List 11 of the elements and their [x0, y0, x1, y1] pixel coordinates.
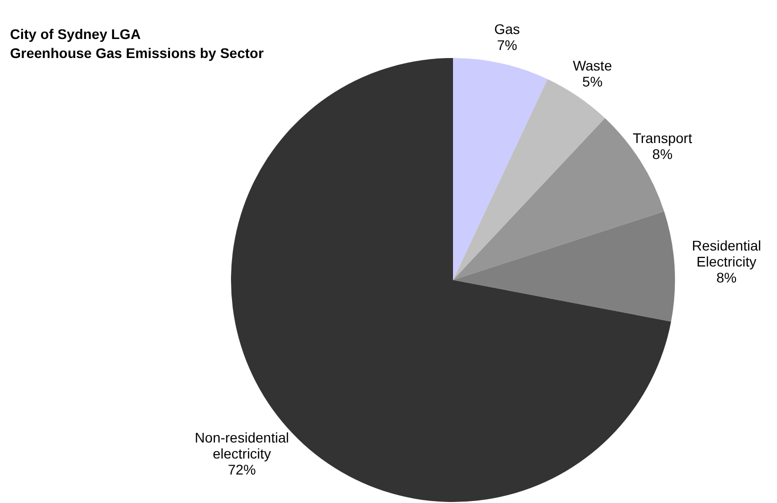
text: City of Sydney LGA Greenhouse Gas Emissions by Sector	[10, 26, 264, 61]
slice-label: Non-residential electricity	[194, 430, 289, 462]
slice-label: Transport	[632, 130, 692, 146]
slice-label: Waste	[572, 58, 612, 74]
slice-label: Residential Electricity	[692, 238, 762, 270]
data-label: 72%	[228, 462, 256, 478]
data-label: 8%	[716, 270, 737, 286]
data-label: 5%	[582, 74, 603, 90]
slice-label: Gas	[494, 20, 520, 37]
data-label: 7%	[496, 36, 518, 53]
data-label: 8%	[652, 146, 673, 162]
